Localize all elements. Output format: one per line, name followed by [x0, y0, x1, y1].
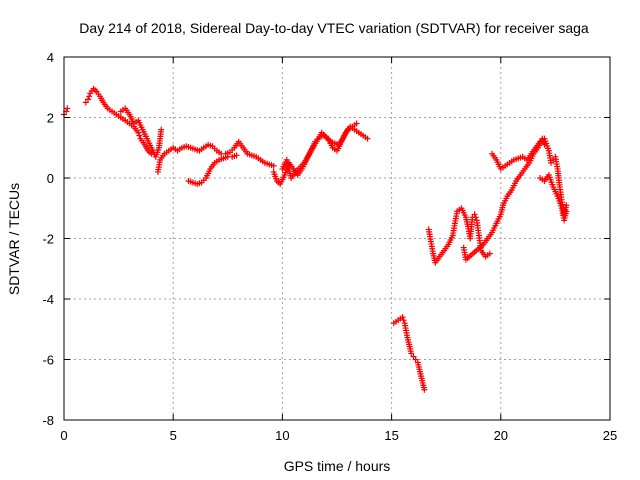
data-point — [158, 126, 165, 133]
data-point — [399, 314, 406, 321]
y-tick-label: 4 — [47, 50, 54, 65]
axis-ticks: 0 5 10 15 20 25 -8 -6 -4 -2 0 2 4 — [42, 50, 617, 443]
data-point — [353, 120, 360, 127]
x-axis-label: GPS time / hours — [284, 458, 391, 474]
data-point — [86, 93, 93, 100]
data-point — [550, 156, 557, 163]
x-tick-label: 15 — [384, 428, 398, 443]
data-point — [421, 386, 428, 393]
x-tick-label: 20 — [494, 428, 508, 443]
y-tick-label: 0 — [47, 171, 54, 186]
y-tick-label: 2 — [47, 111, 54, 126]
data-point — [85, 96, 92, 103]
data-point — [412, 356, 419, 363]
x-tick-label: 10 — [275, 428, 289, 443]
y-axis-label: SDTVAR / TECUs — [6, 183, 22, 295]
data-point — [233, 152, 240, 159]
data-point — [270, 162, 277, 169]
data-point — [563, 202, 570, 209]
y-tick-label: -2 — [42, 232, 54, 247]
y-tick-label: -8 — [42, 413, 54, 428]
y-tick-label: -4 — [42, 292, 54, 307]
data-point — [548, 159, 555, 166]
grid-lines — [64, 57, 610, 420]
data-point — [64, 105, 71, 112]
data-point — [82, 99, 89, 106]
data-point — [563, 208, 570, 215]
data-points — [61, 85, 570, 393]
data-point — [364, 135, 371, 142]
x-tick-label: 5 — [170, 428, 177, 443]
data-point — [400, 317, 407, 324]
chart-title: Day 214 of 2018, Sidereal Day-to-day VTE… — [79, 20, 589, 36]
data-point — [408, 350, 415, 357]
x-tick-label: 0 — [60, 428, 67, 443]
y-tick-label: -6 — [42, 353, 54, 368]
x-tick-label: 25 — [603, 428, 617, 443]
data-point — [472, 214, 479, 221]
data-point — [410, 353, 417, 360]
data-point — [135, 129, 142, 136]
data-point — [486, 250, 493, 257]
data-point — [471, 211, 478, 218]
data-point — [136, 132, 143, 139]
